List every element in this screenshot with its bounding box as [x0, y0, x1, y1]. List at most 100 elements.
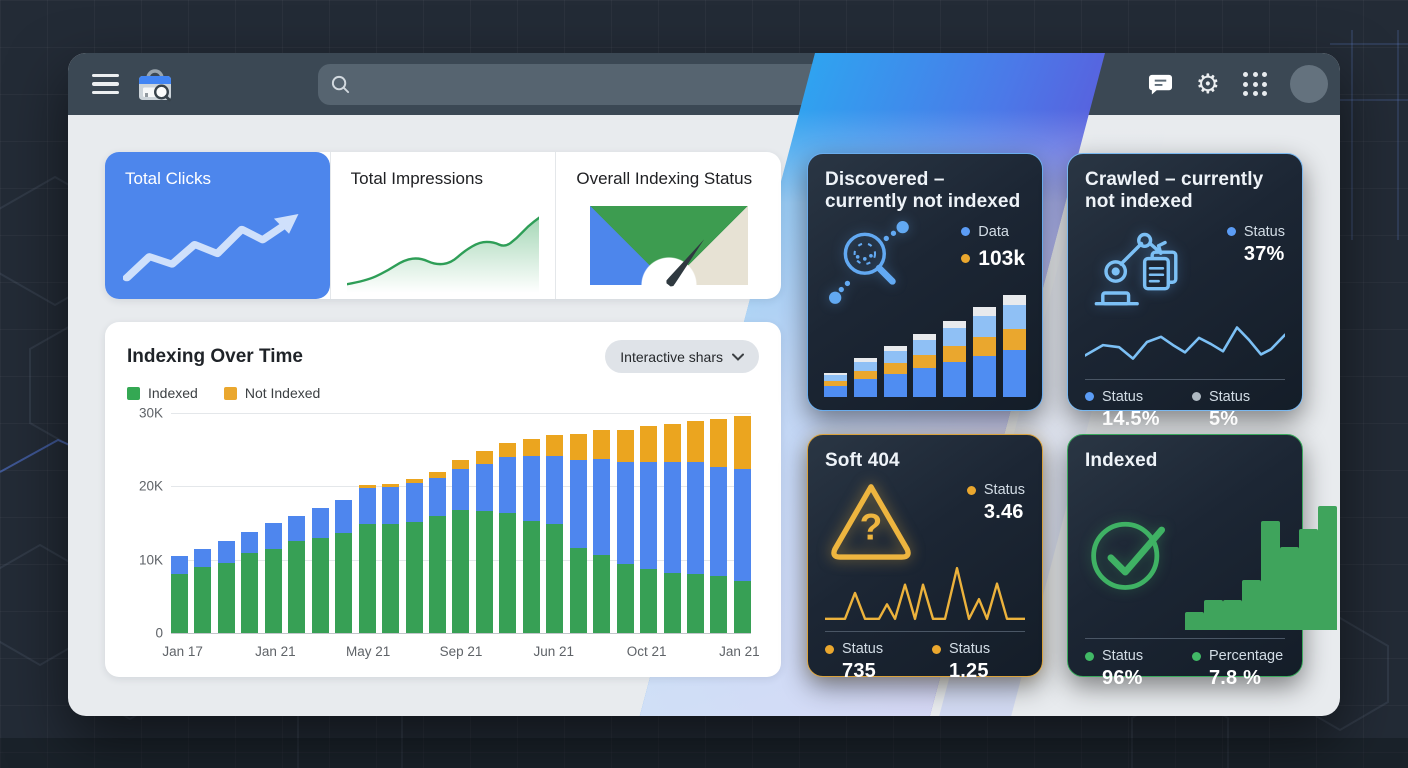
bar-segment — [913, 354, 937, 368]
stacked-bar — [913, 333, 937, 397]
bar-segment — [710, 418, 728, 467]
stat-label: Percentage — [1208, 648, 1284, 665]
stacked-bar — [616, 429, 634, 633]
bar-segment — [335, 499, 353, 534]
bar-segment — [593, 429, 611, 460]
card-discovered-not-indexed[interactable]: Discovered – currently not indexed — [807, 153, 1043, 411]
stat-item: Status 96% — [1085, 648, 1192, 690]
bar-segment — [546, 435, 564, 456]
bar-segment — [428, 516, 446, 633]
stat-dot — [1191, 651, 1201, 661]
search-icon — [331, 75, 350, 94]
card-soft-404[interactable]: Soft 404 ? Status 3.46 Status 735 Status 1.2… — [807, 434, 1043, 682]
card-title: Discovered – currently not indexed — [825, 169, 1021, 213]
indexing-over-time-card: Indexing Over Time Interactive shars Ind… — [105, 322, 781, 677]
bar — [1318, 505, 1337, 631]
bar-segment — [382, 484, 400, 488]
bar-segment — [522, 438, 540, 456]
stacked-bar — [475, 451, 493, 633]
bar-segment — [428, 472, 446, 478]
card-legend: Status 37% — [1226, 220, 1285, 313]
bar-segment — [943, 345, 967, 362]
stat-label: Status — [1243, 223, 1285, 240]
bar-segment — [853, 379, 877, 397]
y-axis-label: 0 — [155, 625, 163, 641]
card-indexed[interactable]: Indexed Status 96% Percentage 7.8 % — [1067, 434, 1337, 689]
stat-card-indexing-status[interactable]: Overall Indexing Status — [555, 152, 781, 299]
legend-dot — [961, 254, 971, 264]
settings-gear-icon[interactable]: ⚙ — [1195, 68, 1220, 99]
divider — [1085, 378, 1285, 380]
bar-segment — [640, 426, 658, 463]
bar-segment — [883, 351, 907, 363]
check-circle-icon — [1085, 510, 1177, 599]
bar-segment — [1002, 295, 1026, 306]
stat-cards-row: Total Clicks Total Impressions Overall I… — [105, 152, 781, 299]
x-axis-label: Sep 21 — [439, 644, 483, 659]
bar-segment — [171, 556, 188, 575]
stat-card-title: Overall Indexing Status — [576, 169, 753, 188]
stacked-bar — [382, 484, 400, 633]
divider — [1085, 638, 1285, 640]
bar-segment — [241, 553, 259, 633]
bar-segment — [335, 533, 353, 633]
stacked-bar — [593, 429, 611, 633]
hamburger-menu-icon[interactable] — [92, 74, 119, 94]
stacked-bar — [853, 358, 877, 397]
stacked-bar — [335, 499, 353, 633]
indexing-over-time-chart: 0 10K 20K 30K Jan 17 Jan 21 May 21 Sep 21 Jun 21… — [127, 405, 760, 660]
bar-segment — [1002, 305, 1026, 329]
search-text-field[interactable] — [351, 75, 824, 94]
stat-value: 1.25 — [948, 660, 989, 683]
stat-value: 3.46 — [983, 501, 1024, 524]
stat-item: Status 5% — [1191, 389, 1285, 431]
bar-segment — [499, 457, 517, 514]
gridline — [171, 413, 751, 414]
stat-item: Status 3.46 — [966, 482, 1025, 524]
x-axis-labels: Jan 17 Jan 21 May 21 Sep 21 Jun 21 Oct 21 Jan … — [162, 639, 759, 659]
chevron-down-icon — [732, 353, 744, 361]
bar-segment — [358, 484, 376, 488]
app-window: ⚙ Total Clicks Total Impressions Overall… — [68, 53, 1340, 716]
stacked-bar — [640, 426, 658, 633]
stacked-bar — [733, 415, 751, 633]
bar-segment — [452, 509, 470, 633]
bar-segment — [217, 562, 235, 633]
stat-card-total-impressions[interactable]: Total Impressions — [329, 152, 556, 299]
indexed-bar-chart — [1185, 478, 1337, 631]
bar-segment — [853, 362, 877, 372]
bar-segment — [522, 455, 540, 521]
bar-segment — [217, 540, 235, 563]
chart-title: Indexing Over Time — [127, 345, 303, 367]
search-input[interactable] — [318, 64, 836, 105]
bars-area — [171, 413, 751, 633]
card-stats: Status 14.5% Status 5% — [1085, 389, 1285, 431]
stat-card-total-clicks[interactable]: Total Clicks — [105, 152, 330, 299]
bar-segment — [733, 469, 751, 581]
y-axis-label: 30K — [138, 405, 163, 421]
stacked-bar — [288, 515, 306, 633]
stacked-bar — [358, 484, 376, 633]
stat-label: Status — [948, 641, 991, 658]
legend-row: Data — [961, 224, 1025, 240]
bar-segment — [640, 569, 658, 633]
stacked-bar — [499, 443, 517, 633]
y-axis-label: 10K — [138, 552, 163, 568]
bar-segment — [733, 415, 751, 470]
chat-icon[interactable] — [1148, 72, 1173, 96]
legend-text: Data — [978, 223, 1009, 240]
topbar-actions: ⚙ — [1148, 53, 1328, 115]
avatar[interactable] — [1290, 65, 1328, 103]
search-console-logo[interactable] — [136, 65, 174, 103]
bar-segment — [824, 385, 847, 397]
bar-segment — [405, 521, 423, 633]
bar-segment — [973, 355, 997, 397]
card-crawled-not-indexed[interactable]: Crawled – currently not indexed — [1067, 153, 1303, 430]
apps-grid-icon[interactable] — [1243, 72, 1267, 96]
bar-segment — [311, 537, 329, 633]
stacked-bar — [686, 421, 704, 633]
chart-type-dropdown[interactable]: Interactive shars — [605, 340, 759, 373]
stacked-bar — [264, 523, 282, 633]
stat-dot — [1191, 392, 1201, 402]
card-stats: Status 735 Status 1.25 — [825, 641, 1025, 683]
